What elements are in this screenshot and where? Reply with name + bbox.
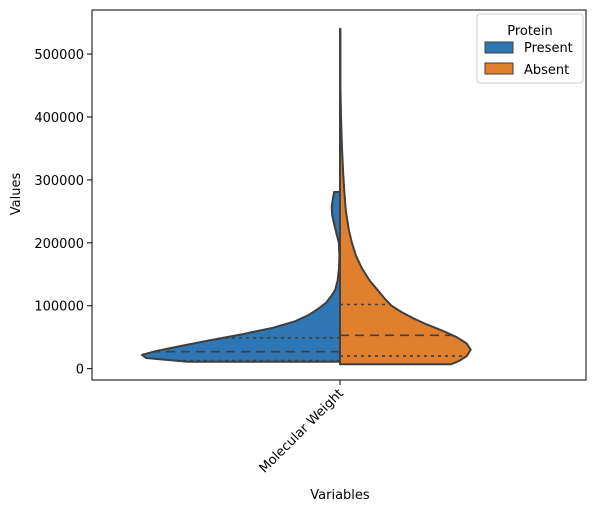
- x-axis: Molecular Weight: [257, 380, 347, 476]
- y-tick-label: 100000: [34, 300, 84, 315]
- y-axis-title: Values: [9, 173, 24, 216]
- legend-swatch-absent: [484, 62, 514, 75]
- y-tick-label: 300000: [34, 174, 84, 189]
- legend-label-absent: Absent: [524, 63, 569, 78]
- y-tick-label: 200000: [34, 237, 84, 252]
- violin-half-absent: [339, 27, 472, 366]
- y-tick-label: 0: [76, 363, 84, 378]
- y-tick-label: 400000: [34, 111, 84, 126]
- legend-label-present: Present: [524, 41, 573, 56]
- legend: Protein Present Absent: [476, 13, 584, 84]
- legend-swatch-present: [484, 41, 514, 54]
- axes-frame: [91, 9, 587, 381]
- violin-half-present: [141, 190, 341, 363]
- y-axis: 0 100000 200000 300000 400000 500000: [34, 48, 92, 378]
- plot-area: [91, 9, 587, 381]
- x-axis-title: Variables: [310, 488, 370, 503]
- x-tick-label: Molecular Weight: [257, 386, 347, 476]
- y-tick-label: 500000: [34, 48, 84, 63]
- legend-title: Protein: [507, 24, 553, 39]
